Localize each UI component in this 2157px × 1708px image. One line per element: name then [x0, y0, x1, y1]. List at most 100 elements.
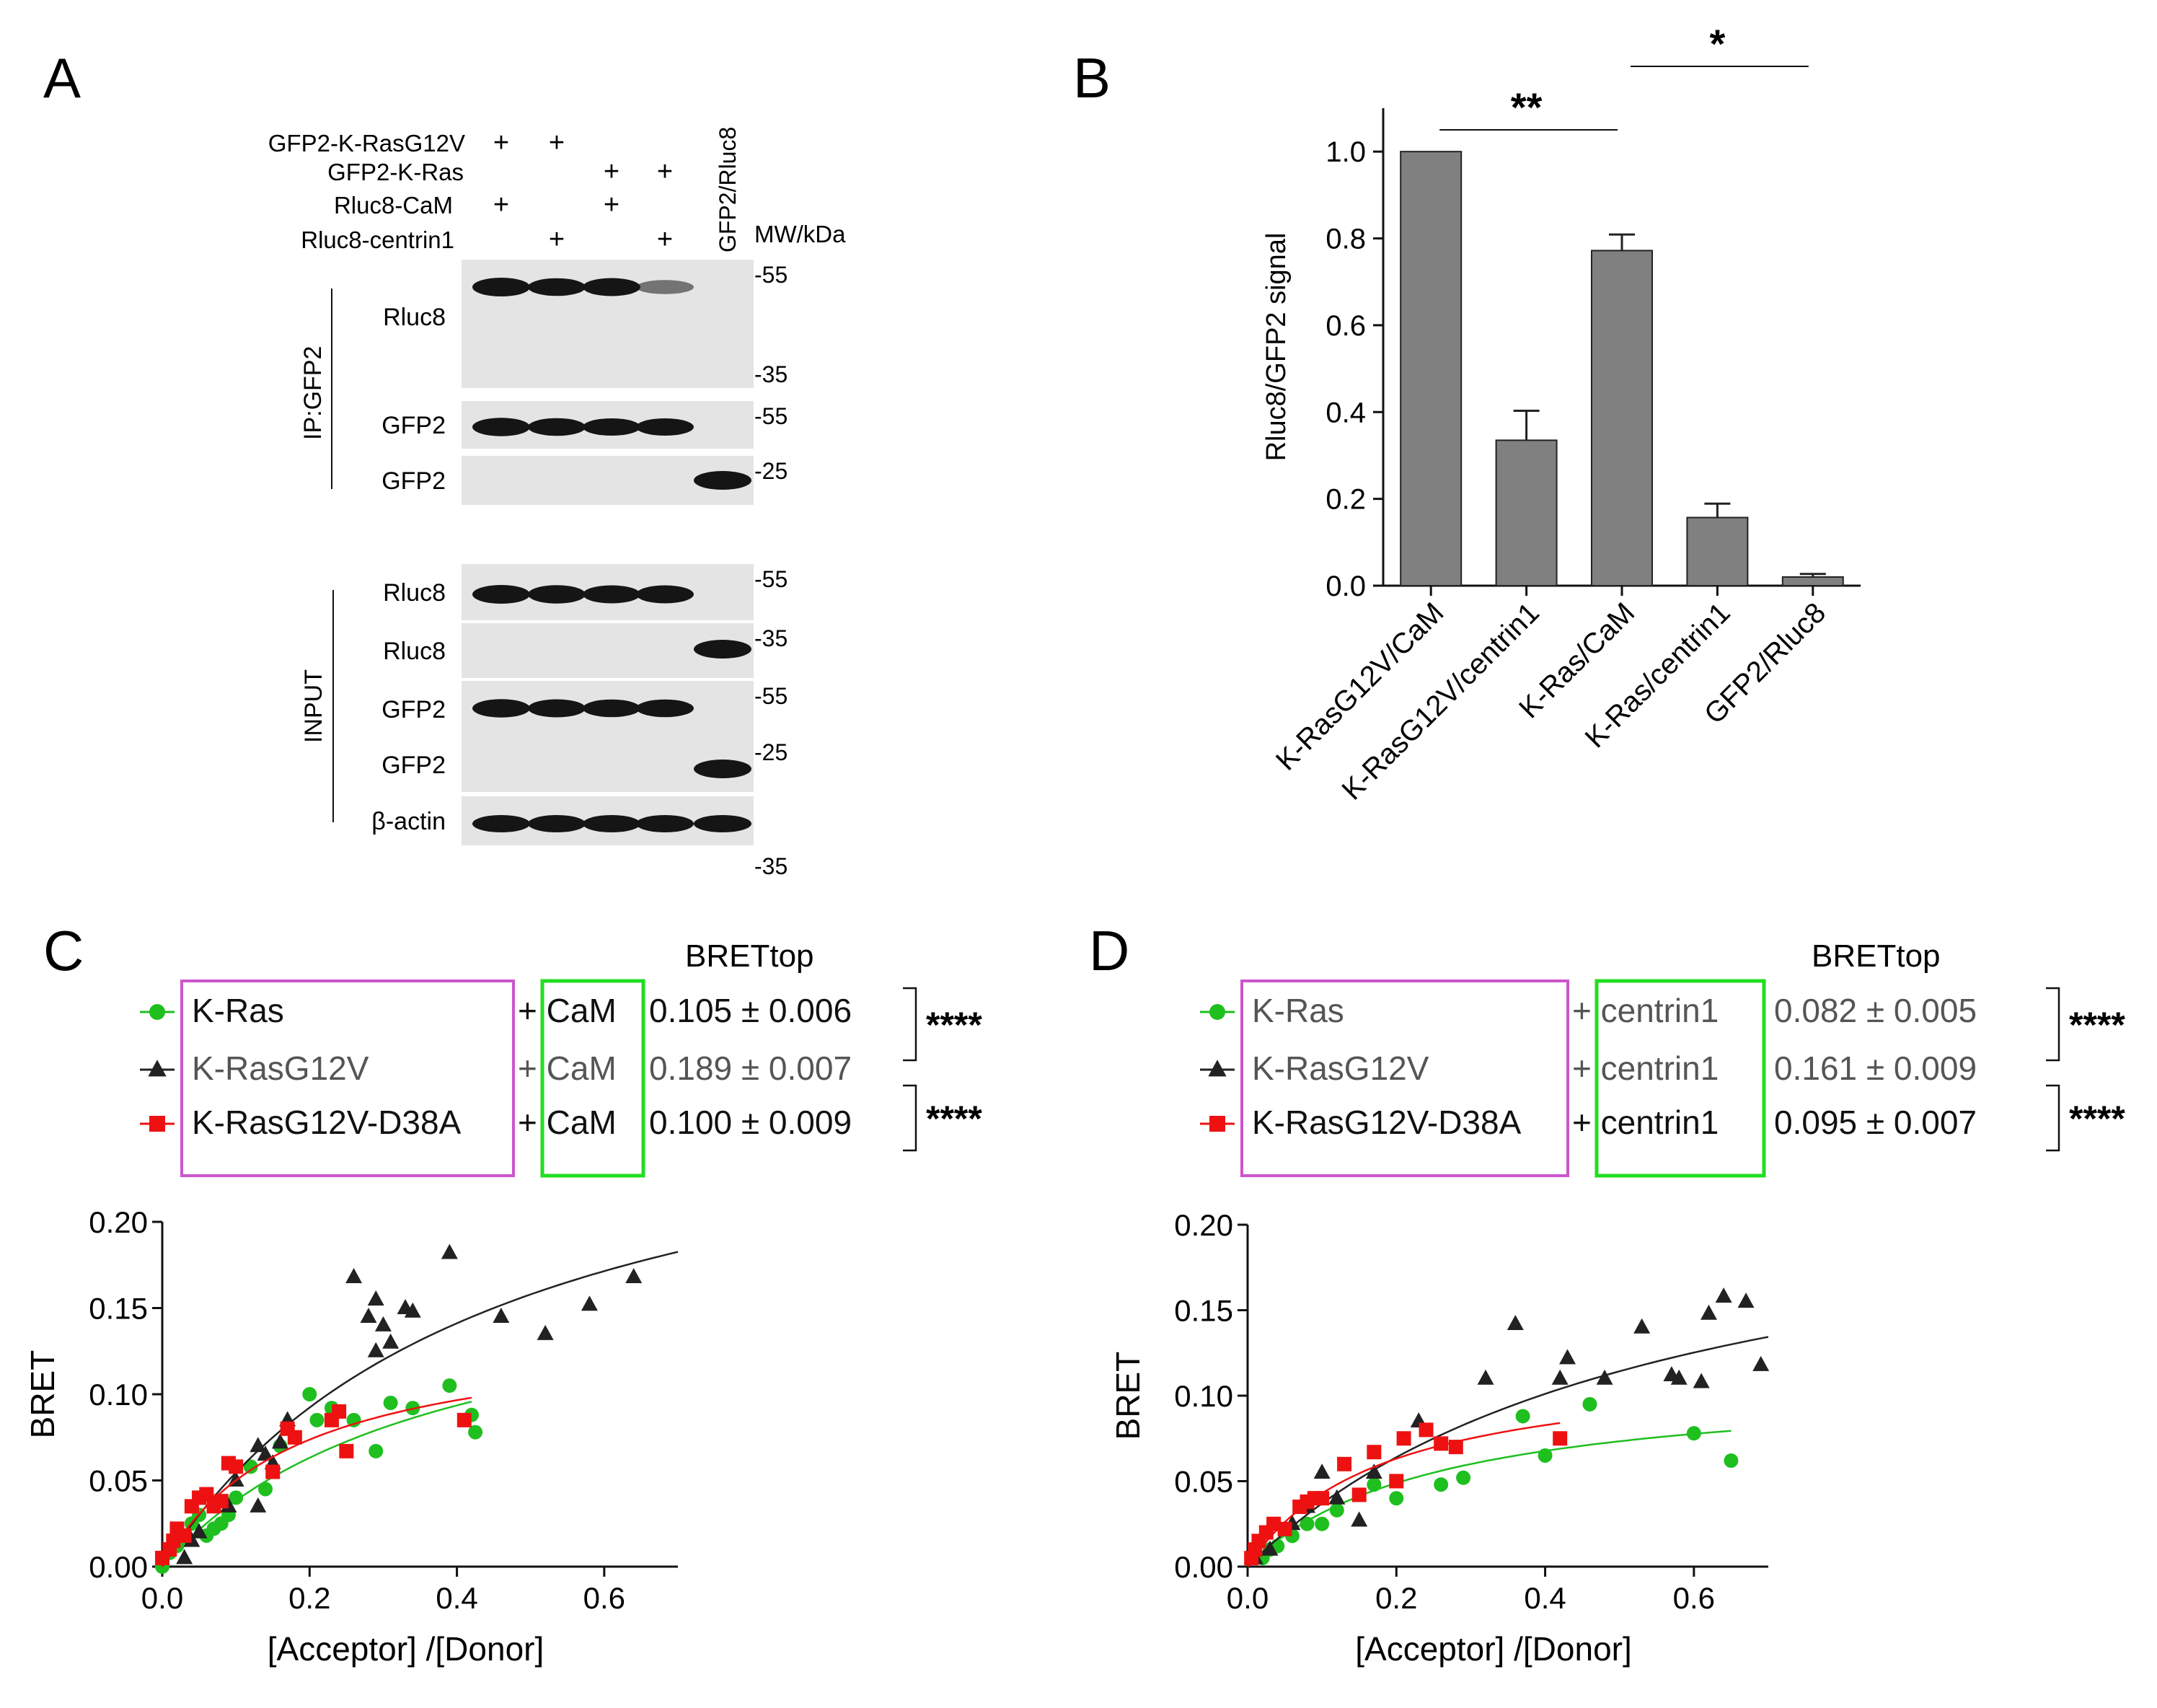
- blot-band: [694, 815, 751, 832]
- y-axis-label: Rluc8/GFP2 signal: [1261, 233, 1292, 462]
- y-tick-label: 1.0: [1325, 136, 1366, 168]
- data-point: [1300, 1516, 1315, 1531]
- data-point: [1559, 1349, 1576, 1365]
- y-tick-label: 0.05: [1174, 1465, 1233, 1499]
- data-point: [382, 1333, 400, 1349]
- legend-partner: + CaM: [518, 992, 617, 1029]
- panel-label-d: D: [1089, 919, 1129, 982]
- y-tick-label: 0.0: [1325, 571, 1366, 602]
- data-point: [271, 1433, 288, 1449]
- condition-label: GFP2-K-RasG12V: [268, 130, 465, 157]
- legend-series-name: K-RasG12V: [1252, 1049, 1429, 1087]
- legend-partner: + centrin1: [1572, 1104, 1719, 1141]
- blot-row-label: GFP2: [381, 752, 446, 779]
- data-point: [1351, 1511, 1368, 1527]
- legend-marker: [148, 1060, 167, 1077]
- data-point: [1261, 1540, 1279, 1556]
- data-point: [1715, 1287, 1732, 1303]
- bret-chart-c: BRETtop K-Ras + CaM 0.105 ± 0.006 K-RasG12V +…: [24, 938, 982, 1668]
- legend-brettop: 0.105 ± 0.006: [649, 992, 852, 1029]
- mw-marker: -55: [754, 262, 788, 288]
- data-point: [442, 1378, 457, 1394]
- data-point: [199, 1487, 214, 1502]
- data-point: [220, 1497, 237, 1513]
- data-point: [1315, 1491, 1330, 1506]
- data-point: [1553, 1431, 1568, 1446]
- mw-marker: -55: [754, 683, 788, 709]
- y-tick-label: 0.00: [1174, 1550, 1233, 1584]
- category-label: K-RasG12V/CaM: [1270, 597, 1450, 777]
- data-point: [1693, 1373, 1710, 1388]
- data-point: [265, 1464, 281, 1479]
- data-point: [1551, 1369, 1569, 1385]
- x-axis-label: [Acceptor] /[Donor]: [268, 1630, 544, 1668]
- blot-row-label: Rluc8: [383, 304, 446, 331]
- plus-mark: +: [493, 128, 509, 158]
- data-point: [166, 1533, 181, 1549]
- legend-brettop: 0.100 ± 0.009: [649, 1104, 852, 1141]
- data-point: [441, 1243, 458, 1259]
- name-box: [1240, 980, 1569, 1177]
- blot-band: [472, 278, 530, 296]
- data-point: [1337, 1456, 1352, 1471]
- data-point: [360, 1307, 377, 1323]
- mw-marker: -35: [754, 625, 788, 651]
- data-point: [250, 1437, 267, 1453]
- legend-marker: [1208, 1060, 1227, 1077]
- condition-label: GFP2-K-Ras: [327, 159, 464, 185]
- blot-band: [528, 585, 586, 604]
- legend-brettop: 0.189 ± 0.007: [649, 1049, 852, 1087]
- data-point: [309, 1412, 325, 1427]
- x-axis-label: [Acceptor] /[Donor]: [1355, 1630, 1632, 1668]
- data-point: [1456, 1470, 1471, 1485]
- blot-band: [583, 278, 640, 296]
- blot-band: [472, 699, 530, 718]
- x-tick-label: 0.2: [288, 1581, 330, 1615]
- blot-row-label: GFP2: [381, 696, 446, 723]
- plus-mark: +: [604, 157, 619, 187]
- blot-band: [636, 418, 694, 436]
- data-point: [1515, 1409, 1530, 1424]
- data-point: [243, 1459, 258, 1474]
- data-point: [581, 1295, 598, 1311]
- blot-band: [636, 585, 694, 604]
- blot-band: [528, 815, 586, 832]
- legend-partner: + CaM: [518, 1049, 617, 1087]
- data-point: [176, 1549, 193, 1564]
- partner-box: [540, 979, 645, 1178]
- blot-band: [583, 699, 640, 718]
- blot-band: [694, 640, 751, 659]
- blot-band: [694, 471, 751, 490]
- plus-mark: +: [604, 190, 619, 220]
- stat-label: ****: [926, 1099, 982, 1139]
- blot-band: [583, 815, 640, 832]
- plus-mark: +: [549, 224, 565, 255]
- x-tick-label: 0.4: [1524, 1581, 1566, 1615]
- legend-partner: + CaM: [518, 1104, 617, 1141]
- legend-series-name: K-RasG12V: [192, 1049, 369, 1087]
- bar: [1495, 439, 1558, 587]
- mw-header: MW/kDa: [754, 221, 846, 247]
- legend-series-name: K-Ras: [1252, 992, 1344, 1029]
- y-tick-label: 0.05: [89, 1464, 148, 1498]
- stat-label: ****: [2069, 1005, 2125, 1045]
- blot-band: [694, 760, 751, 778]
- legend-brettop: 0.095 ± 0.007: [1774, 1104, 1977, 1141]
- fit-curve: [161, 1251, 679, 1567]
- data-point: [1633, 1318, 1651, 1334]
- condition-label: Rluc8-CaM: [334, 192, 453, 219]
- partner-box: [1594, 979, 1766, 1178]
- plus-mark: +: [549, 128, 565, 158]
- legend-series-name: K-Ras: [192, 992, 284, 1029]
- blot-band: [583, 418, 640, 436]
- data-point: [190, 1523, 208, 1538]
- group-label-input: INPUT: [300, 669, 327, 743]
- y-tick-label: 0.8: [1325, 224, 1366, 255]
- data-point: [1737, 1293, 1755, 1308]
- condition-label: Rluc8-centrin1: [301, 226, 454, 253]
- y-tick-label: 0.4: [1325, 397, 1366, 428]
- y-axis-label: BRET: [1109, 1352, 1147, 1440]
- mw-marker: -55: [754, 566, 788, 592]
- group-label-ip: IP:GFP2: [299, 346, 327, 440]
- stat-bracket: [2046, 987, 2060, 1062]
